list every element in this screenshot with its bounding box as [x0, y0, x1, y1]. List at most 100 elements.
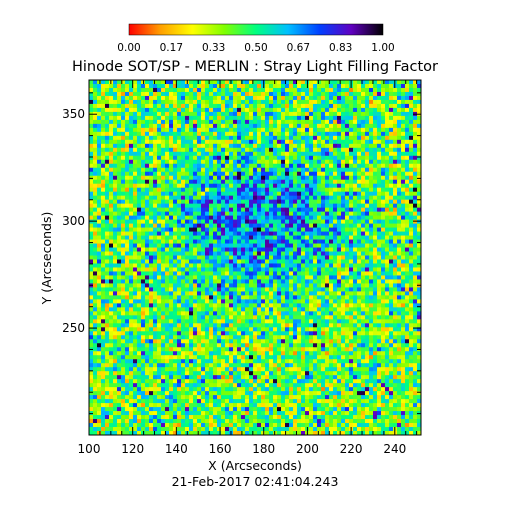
heatmap-cell: [345, 127, 350, 133]
heatmap-cell: [337, 159, 342, 165]
heatmap-cell: [221, 115, 226, 121]
heatmap-cell: [293, 119, 298, 125]
heatmap-cell: [269, 223, 274, 228]
heatmap-cell: [105, 283, 110, 288]
heatmap-cell: [353, 279, 358, 284]
heatmap-cell: [217, 103, 222, 109]
heatmap-cell: [189, 299, 194, 304]
heatmap-cell: [365, 259, 370, 264]
heatmap-cell: [345, 199, 350, 205]
heatmap-cell: [253, 223, 258, 228]
heatmap-cell: [389, 251, 394, 256]
heatmap-cell: [373, 155, 378, 161]
heatmap-cell: [361, 167, 366, 173]
heatmap-cell: [221, 107, 226, 113]
heatmap-cell: [337, 283, 342, 288]
heatmap-cell: [233, 271, 238, 276]
heatmap-cell: [201, 271, 206, 276]
heatmap-cell: [113, 319, 118, 324]
heatmap-cell: [145, 207, 150, 213]
heatmap-cell: [325, 243, 330, 248]
heatmap-cell: [237, 227, 242, 232]
heatmap-cell: [281, 275, 286, 280]
heatmap-cell: [173, 271, 178, 276]
heatmap-cell: [377, 223, 382, 228]
heatmap-cell: [353, 187, 358, 193]
heatmap-cell: [241, 155, 246, 161]
heatmap-cell: [409, 155, 414, 161]
heatmap-cell: [125, 271, 130, 276]
heatmap-cell: [97, 223, 102, 228]
heatmap-cell: [225, 151, 230, 157]
heatmap-cell: [237, 287, 242, 292]
heatmap-cell: [317, 87, 322, 93]
heatmap-cell: [317, 207, 322, 213]
heatmap-cell: [277, 95, 282, 101]
heatmap-cell: [229, 223, 234, 228]
heatmap-cell: [93, 119, 98, 125]
heatmap-cell: [257, 275, 262, 280]
heatmap-cell: [357, 227, 362, 232]
heatmap-cell: [129, 131, 134, 137]
heatmap-cell: [269, 99, 274, 105]
heatmap-cell: [341, 175, 346, 181]
heatmap-cell: [141, 91, 146, 97]
heatmap-cell: [225, 83, 230, 89]
heatmap-cell: [413, 199, 418, 205]
heatmap-cell: [397, 91, 402, 97]
heatmap-cell: [325, 239, 330, 244]
heatmap-cell: [149, 159, 154, 165]
heatmap-cell: [121, 251, 126, 256]
heatmap-cell: [337, 119, 342, 125]
heatmap-cell: [373, 251, 378, 256]
heatmap-cell: [281, 147, 286, 153]
heatmap-cell: [225, 91, 230, 97]
heatmap-cell: [245, 275, 250, 280]
heatmap-cell: [345, 175, 350, 181]
heatmap-cell: [181, 103, 186, 109]
heatmap-cell: [273, 243, 278, 248]
heatmap-cell: [381, 219, 386, 224]
heatmap-cell: [269, 187, 274, 193]
heatmap-cell: [141, 259, 146, 264]
heatmap-cell: [381, 195, 386, 201]
heatmap-cell: [401, 243, 406, 248]
heatmap-cell: [249, 227, 254, 232]
heatmap-cell: [229, 303, 234, 308]
heatmap-cell: [413, 127, 418, 133]
heatmap-cell: [405, 111, 410, 117]
heatmap-cell: [213, 223, 218, 228]
heatmap-cell: [93, 295, 98, 300]
heatmap-cell: [325, 299, 330, 304]
heatmap-cell: [385, 263, 390, 268]
heatmap-cell: [281, 283, 286, 288]
heatmap-cell: [213, 291, 218, 296]
heatmap-cell: [197, 119, 202, 125]
heatmap-cell: [221, 239, 226, 244]
heatmap-cell: [117, 215, 122, 221]
heatmap-cell: [169, 211, 174, 217]
heatmap-cell: [285, 195, 290, 201]
heatmap-cell: [341, 203, 346, 209]
heatmap-cell: [221, 139, 226, 145]
heatmap-cell: [105, 271, 110, 276]
heatmap-cell: [357, 123, 362, 129]
heatmap-cell: [285, 191, 290, 197]
heatmap-cell: [309, 127, 314, 133]
heatmap-cell: [209, 303, 214, 308]
heatmap-cell: [205, 199, 210, 205]
heatmap-cell: [409, 211, 414, 217]
heatmap-cell: [189, 111, 194, 117]
heatmap-cell: [257, 195, 262, 201]
heatmap-cell: [369, 191, 374, 197]
heatmap-cell: [93, 135, 98, 141]
heatmap-cell: [385, 83, 390, 89]
heatmap-cell: [289, 207, 294, 213]
heatmap-cell: [301, 283, 306, 288]
heatmap-cell: [213, 279, 218, 284]
heatmap-cell: [241, 119, 246, 125]
heatmap-cell: [301, 295, 306, 300]
heatmap-cell: [265, 223, 270, 228]
heatmap-cell: [257, 163, 262, 169]
heatmap-cell: [141, 283, 146, 288]
